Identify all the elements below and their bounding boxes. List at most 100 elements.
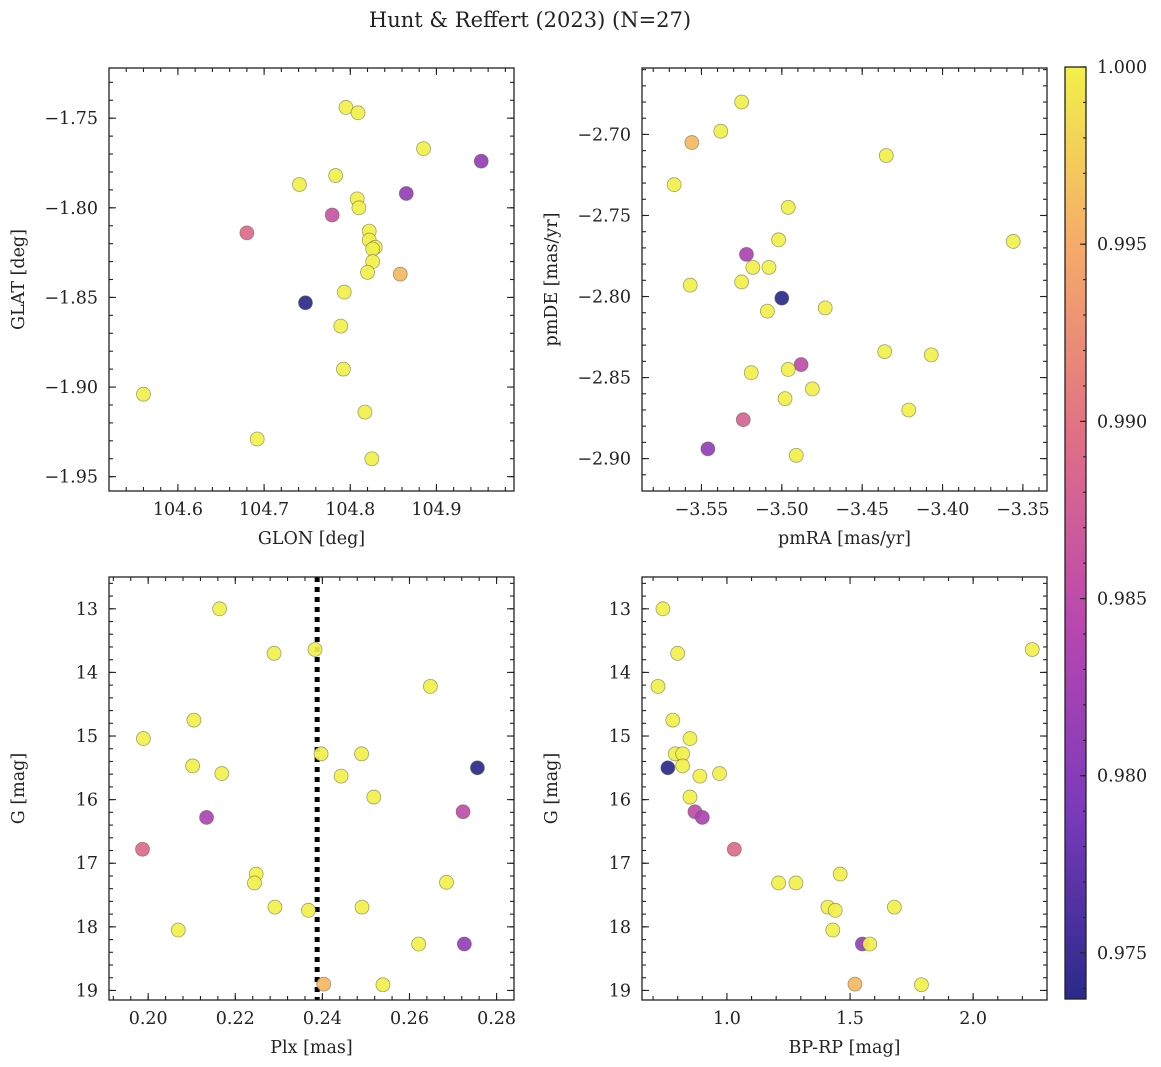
data-point [398, 186, 414, 201]
y-tick-label: 15 [609, 727, 631, 747]
y-axis-label: G [mag] [542, 753, 562, 824]
data-point [780, 199, 796, 215]
x-tick-label: −3.50 [755, 500, 809, 520]
x-tick-label: 0.28 [477, 1009, 516, 1029]
data-point [439, 874, 454, 890]
x-tick-label: 0.24 [303, 1009, 342, 1029]
data-point [301, 902, 316, 918]
panel-bprp-g: 1.0 1.5 2.0 13 14 15 16 17 18 19 BP-RP [mag] G [mag… [542, 576, 1048, 1058]
data-point [735, 412, 751, 428]
data-point [422, 679, 438, 694]
data-point [825, 922, 841, 938]
x-tick-label: 1.0 [713, 1009, 741, 1029]
colorbar-tick-label: 0.975 [1097, 944, 1147, 964]
y-tick-label: 19 [609, 981, 631, 1001]
data-point [666, 177, 682, 193]
data-point [214, 766, 230, 781]
data-point [901, 402, 917, 418]
y-tick-label: 15 [76, 727, 98, 747]
data-point [862, 936, 878, 952]
data-point [712, 766, 727, 781]
axes-frame [108, 576, 515, 1001]
y-tick-label: −2.80 [577, 288, 631, 308]
axes-frame [641, 67, 1048, 492]
data-point [739, 246, 754, 262]
data-point [777, 391, 793, 407]
data-point [333, 318, 349, 334]
x-tick-label: 104.8 [325, 500, 375, 520]
y-tick-label: 17 [76, 854, 98, 874]
data-point [694, 810, 710, 825]
data-point [1024, 642, 1040, 657]
colorbar-tick-label: 0.985 [1097, 590, 1147, 610]
x-axis-label: GLON [deg] [258, 529, 365, 549]
data-point [780, 362, 796, 377]
x-axis-label: Plx [mas] [270, 1038, 352, 1058]
data-point [328, 168, 344, 183]
axes-frame [108, 67, 515, 492]
data-point [136, 386, 151, 402]
panel-pmra-pmde: −3.55 −3.50 −3.45 −3.40 −3.35 −2.70 −2.75 −2.80… [542, 67, 1050, 549]
data-point [186, 712, 202, 728]
y-tick-label: 19 [76, 981, 98, 1001]
colorbar-tick-label: 0.980 [1097, 767, 1147, 787]
panel-plx-g: 0.20 0.22 0.24 0.26 0.28 13 14 15 16 17 18 19 Plx [m… [9, 576, 516, 1058]
data-point [804, 381, 820, 397]
data-point [1005, 234, 1021, 249]
data-point [350, 105, 366, 121]
x-tick-label: 0.26 [390, 1009, 429, 1029]
x-tick-label: 104.7 [239, 500, 289, 520]
data-point [692, 768, 708, 784]
data-point [847, 976, 863, 992]
data-point [700, 441, 716, 457]
colorbar-tick-label: 0.990 [1097, 412, 1147, 432]
data-point [185, 758, 201, 774]
y-axis-label: GLAT [deg] [9, 229, 29, 330]
data-point [249, 431, 265, 447]
x-axis-label: BP-RP [mag] [789, 1038, 901, 1058]
plot-area [136, 100, 489, 467]
data-point [682, 731, 698, 746]
data-point [212, 601, 228, 617]
x-tick-label: 104.6 [153, 500, 203, 520]
data-point [788, 447, 804, 463]
y-tick-label: 18 [609, 918, 631, 938]
data-point [199, 810, 214, 825]
y-tick-label: 16 [76, 791, 98, 811]
y-tick-label: −2.90 [577, 450, 631, 470]
data-point [351, 200, 367, 216]
y-tick-label: −1.85 [44, 288, 98, 308]
y-tick-label: −1.90 [44, 378, 98, 398]
x-tick-label: 1.5 [836, 1009, 864, 1029]
data-point [239, 225, 255, 241]
colorbar-tick-label: 0.995 [1097, 235, 1147, 255]
data-point [793, 357, 809, 372]
y-tick-label: −2.85 [577, 369, 631, 389]
data-point [473, 153, 489, 169]
data-point [761, 259, 777, 275]
data-point [759, 303, 775, 319]
data-point [734, 94, 750, 110]
data-point [771, 875, 787, 891]
data-point [682, 789, 698, 805]
data-point [788, 875, 804, 891]
y-tick-label: −1.80 [44, 199, 98, 219]
data-point [366, 789, 382, 805]
data-point [267, 899, 283, 915]
data-point [336, 284, 352, 300]
figure-title: Hunt & Reffert (2023) (N=27) [369, 8, 691, 32]
data-point [136, 731, 151, 746]
y-tick-label: 17 [609, 854, 631, 874]
x-tick-label: 104.9 [411, 500, 461, 520]
colorbar: 0.975 0.980 0.985 0.990 0.995 1.000 [1064, 58, 1147, 1000]
y-tick-label: 14 [76, 663, 98, 683]
y-tick-label: 13 [76, 600, 98, 620]
y-axis-label: G [mag] [9, 753, 29, 824]
data-point [817, 300, 833, 316]
plot-area [650, 601, 1040, 993]
y-tick-label: 14 [609, 663, 631, 683]
y-tick-label: 18 [76, 918, 98, 938]
data-point [726, 841, 742, 857]
data-point [365, 241, 381, 257]
x-tick-label: 0.22 [216, 1009, 255, 1029]
